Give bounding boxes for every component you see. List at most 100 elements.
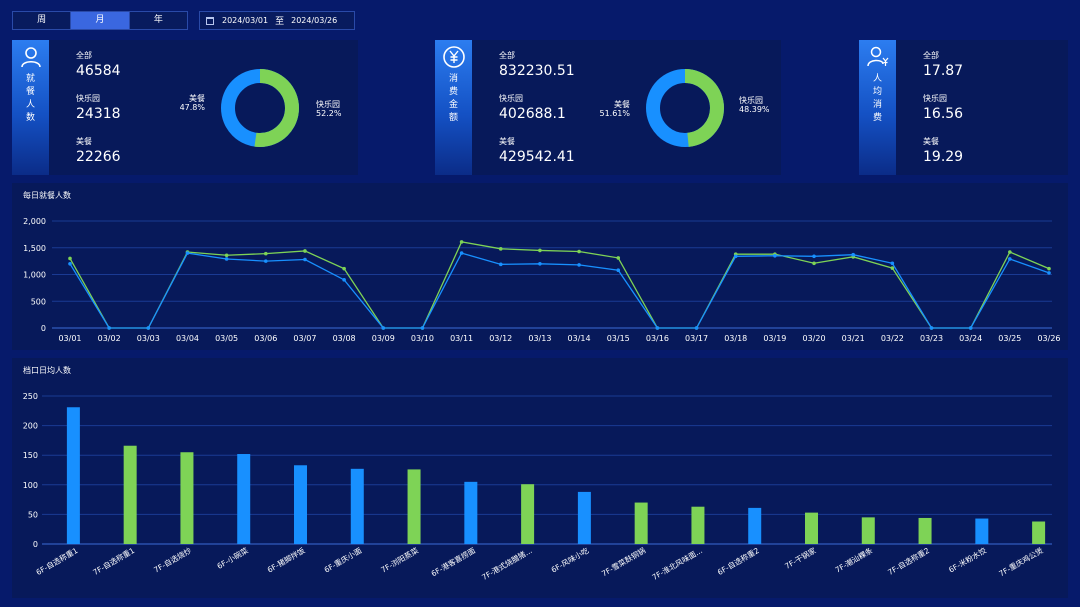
- card-spending: 消费金额 全部 832230.51 快乐园 402688.1 美餐 429542…: [435, 40, 781, 175]
- bar: [748, 507, 762, 544]
- x-tick-label: 6F-风味小吃: [549, 545, 591, 575]
- bar: [237, 454, 251, 544]
- date-separator: 至: [275, 17, 285, 27]
- date-range-picker[interactable]: 2024/03/01 至 2024/03/26: [199, 11, 355, 30]
- card-diners: 就餐人数 全部 46584 快乐园 24318 美餐 22266 美餐 47.8%…: [12, 40, 358, 175]
- bar: [577, 491, 591, 544]
- series-point: [498, 247, 503, 251]
- donut-label-left: 美餐 51.61%: [599, 100, 630, 118]
- x-tick-label: 03/25: [998, 334, 1021, 343]
- x-tick-label: 03/05: [215, 334, 238, 343]
- series-point: [890, 266, 895, 270]
- x-tick-label: 03/20: [803, 334, 826, 343]
- stat-all: 全部 17.87: [923, 51, 964, 79]
- bar: [350, 468, 364, 544]
- x-tick-label: 03/22: [881, 334, 904, 343]
- series-point: [851, 252, 855, 257]
- date-start[interactable]: 2024/03/01: [222, 16, 269, 25]
- yen-icon: [442, 46, 465, 68]
- x-tick-label: 6F-重庆小面: [322, 545, 364, 575]
- series-point: [577, 249, 581, 254]
- card-side-banner: 人均消费: [859, 40, 896, 175]
- tab-year[interactable]: 年: [129, 12, 187, 29]
- series-point: [264, 259, 268, 263]
- x-tick-label: 6F-小碗菜: [215, 545, 250, 571]
- series-point: [538, 262, 542, 266]
- series-point: [773, 253, 777, 258]
- series-point: [420, 326, 425, 330]
- daily-diners-line-chart: 0 500 1,000 1,500 2,000 03/01 03/02 03/03 03/04 0…: [23, 217, 1060, 343]
- donut-label-right: 快乐园 52.2%: [316, 100, 342, 118]
- series-point: [303, 257, 307, 262]
- series-point: [890, 261, 895, 266]
- series-point: [929, 326, 934, 330]
- x-tick-label: 7F-干锅家: [783, 545, 818, 571]
- stat-meican: 美餐 19.29: [923, 137, 964, 165]
- y-tick-label: 50: [28, 510, 38, 519]
- user-icon: [20, 47, 41, 68]
- series-point: [459, 240, 464, 244]
- series-point: [1008, 257, 1012, 261]
- series-point: [538, 248, 542, 253]
- bar: [521, 484, 535, 544]
- series-line-1: [69, 252, 1050, 329]
- stall-avg-panel: 档口日均人数 0 50 100 150 200 250 6F-自选称重1 7F-自选称重1 7F…: [12, 358, 1068, 598]
- stat-kuaileyuan: 快乐园 402688.1: [499, 94, 566, 122]
- donut-chart-diners: [221, 69, 299, 147]
- series-point: [146, 326, 151, 330]
- x-tick-label: 7F-淮北风味面...: [650, 545, 704, 582]
- card-side-banner: 就餐人数: [12, 40, 49, 175]
- series-point: [1047, 271, 1051, 275]
- stat-all: 全部 46584: [76, 51, 121, 79]
- series-point: [68, 262, 72, 266]
- tab-week[interactable]: 周: [13, 12, 72, 29]
- x-tick-label: 6F-米粉水饺: [947, 545, 989, 575]
- bar: [180, 452, 194, 544]
- bar: [123, 445, 137, 544]
- series-point: [342, 266, 346, 271]
- y-tick-label: 200: [23, 422, 38, 431]
- date-end[interactable]: 2024/03/26: [291, 16, 338, 25]
- x-tick-label: 7F-雪菜麸铜锅: [599, 545, 647, 579]
- series-line-0: [69, 241, 1050, 329]
- donut-slice-right: [221, 69, 299, 147]
- y-tick-label: 250: [23, 392, 38, 401]
- series-point: [459, 251, 464, 255]
- y-tick-label: 0: [33, 540, 38, 549]
- series-point: [694, 326, 699, 330]
- series-point: [968, 326, 973, 330]
- bar: [1032, 521, 1046, 544]
- x-tick-label: 6F-自选称重2: [715, 545, 761, 577]
- donut-label-right: 快乐园 48.39%: [739, 96, 770, 114]
- bar: [634, 502, 648, 544]
- tab-month[interactable]: 月: [71, 12, 130, 29]
- bar: [691, 506, 705, 544]
- donut-label-left: 美餐 47.8%: [179, 94, 205, 112]
- x-tick-label: 03/11: [450, 334, 473, 343]
- series-point: [655, 326, 660, 330]
- period-segmented-control: 周 月 年: [12, 11, 188, 30]
- x-tick-label: 6F-猪脚拌饭: [265, 545, 307, 575]
- bar: [918, 517, 932, 544]
- series-point: [812, 254, 816, 259]
- stat-kuaileyuan: 快乐园 24318: [76, 94, 121, 122]
- card-side-banner: 消费金额: [435, 40, 472, 175]
- series-point: [616, 268, 621, 273]
- bar: [66, 407, 80, 544]
- series-point: [107, 326, 111, 330]
- card-per-capita: 人均消费 全部 17.87 快乐园 16.56 美餐 19.29: [859, 40, 1068, 175]
- x-tick-label: 7F-浏阳蒸菜: [379, 545, 421, 575]
- y-tick-label: 1,000: [23, 271, 46, 280]
- series-point: [342, 278, 346, 282]
- x-tick-label: 03/17: [685, 334, 708, 343]
- daily-diners-panel: 每日就餐人数 0 500 1,000 1,500 2,000 03/01 03/02 03/0…: [12, 183, 1068, 350]
- y-tick-label: 2,000: [23, 217, 46, 226]
- bar: [805, 512, 818, 544]
- bar: [407, 469, 421, 544]
- x-tick-label: 7F-自选烧炒: [152, 545, 194, 575]
- bar: [975, 518, 989, 544]
- series-point: [381, 326, 386, 330]
- x-tick-label: 03/26: [1037, 334, 1060, 343]
- stall-avg-bar-chart: 0 50 100 150 200 250 6F-自选称重1 7F-自选称重1 7F-自选烧炒 6F…: [23, 392, 1052, 582]
- x-tick-label: 03/03: [137, 334, 160, 343]
